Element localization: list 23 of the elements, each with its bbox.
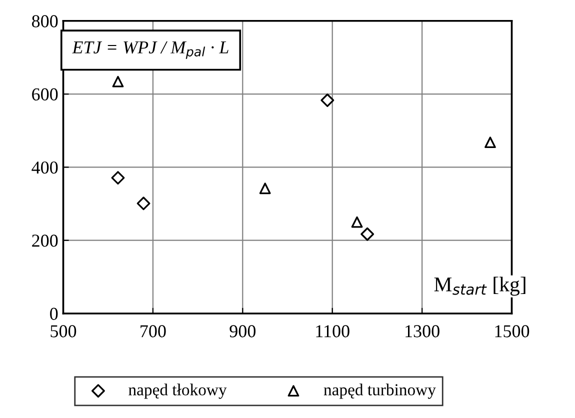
x-tick-label: 700 [140,325,166,338]
legend-label: napęd tłokowy [128,384,227,399]
point [259,182,271,194]
annotation: ETJ = WPJ / M$_{pal}$ · L [72,41,228,59]
point [320,94,334,107]
point [360,227,374,241]
y-tick-label: 0 [50,308,58,320]
x-tick-label: 900 [230,325,256,338]
legend-label: napęd turbinowy [324,384,436,399]
x-axis-title: M$_{start}$ [kg] [434,276,526,296]
point [136,196,150,210]
point [484,136,496,148]
y-tick-label: 200 [32,234,58,247]
x-tick-label: 500 [50,325,76,338]
x-tick-label: 1100 [316,325,350,338]
y-tick-label: 800 [32,15,58,28]
y-tick-label: 600 [32,88,58,100]
point [111,171,125,185]
point [351,216,363,228]
point [112,76,124,88]
x-tick-label: 1300 [406,325,440,338]
y-tick-label: 400 [32,161,58,174]
x-tick-label: 1500 [495,325,530,338]
